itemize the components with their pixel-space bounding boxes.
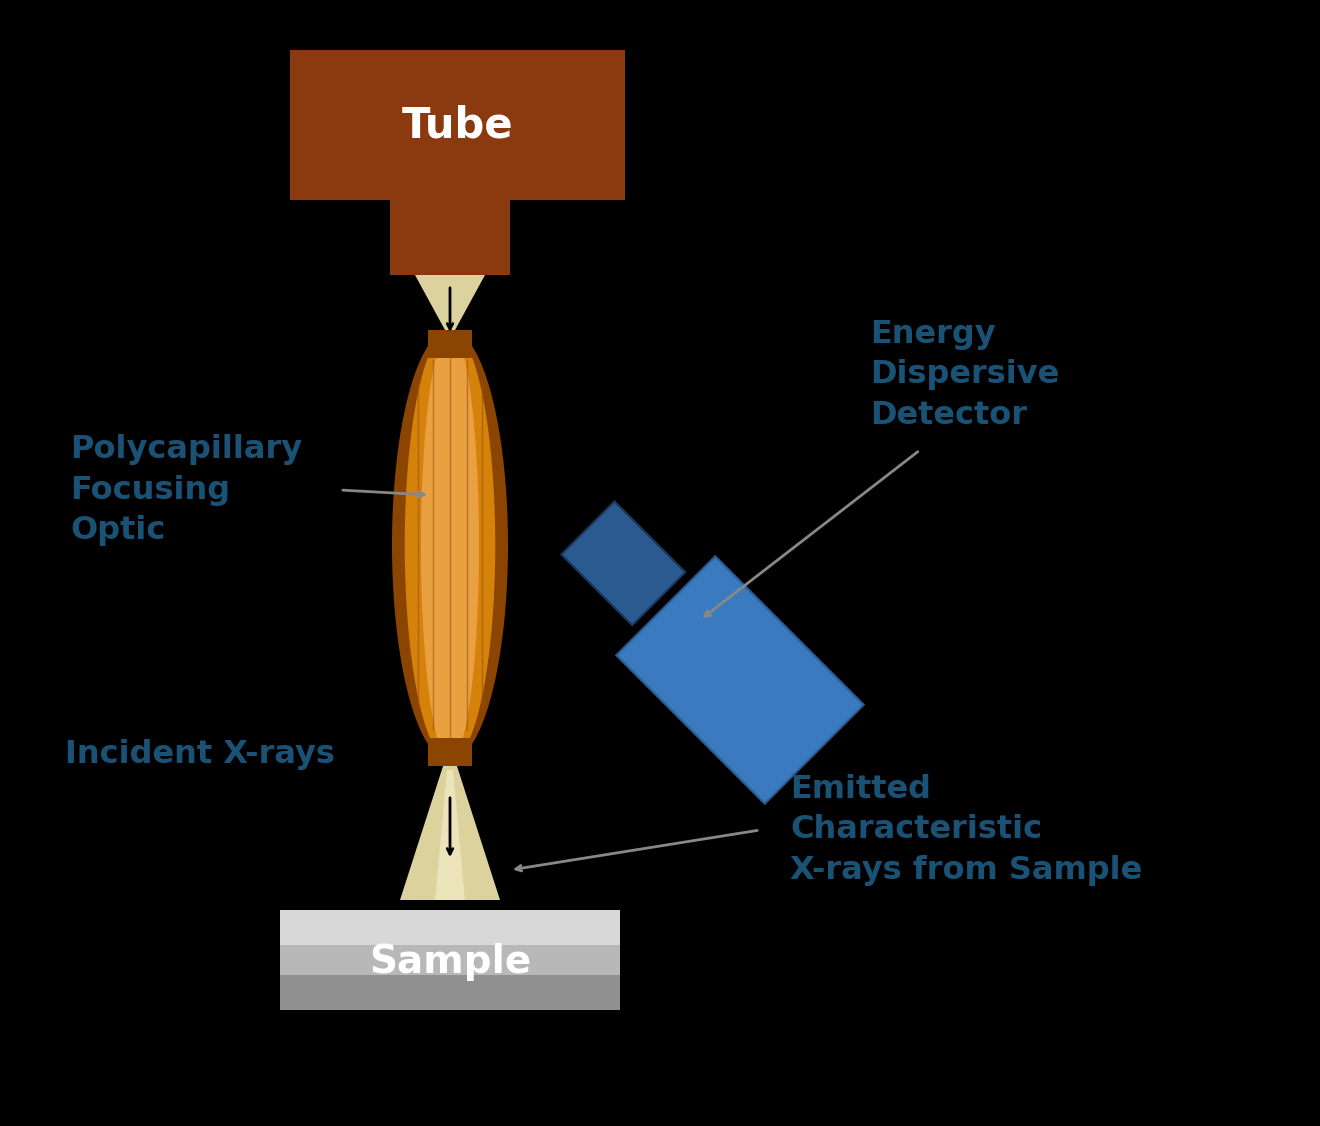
Polygon shape: [561, 501, 685, 625]
Text: Incident X-rays: Incident X-rays: [65, 740, 335, 770]
Text: Sample: Sample: [368, 942, 531, 981]
Bar: [280, 945, 620, 975]
Text: Energy
Dispersive
Detector: Energy Dispersive Detector: [870, 319, 1059, 431]
Bar: [290, 50, 624, 200]
Text: Polycapillary
Focusing
Optic: Polycapillary Focusing Optic: [70, 434, 302, 546]
Bar: [280, 910, 620, 945]
Polygon shape: [392, 330, 508, 760]
Bar: [389, 200, 510, 275]
Polygon shape: [616, 556, 863, 804]
Polygon shape: [400, 760, 500, 900]
Polygon shape: [405, 330, 495, 760]
Bar: [428, 738, 473, 766]
Polygon shape: [414, 275, 484, 330]
Polygon shape: [436, 770, 465, 900]
Bar: [280, 910, 620, 1010]
Text: Tube: Tube: [401, 104, 513, 146]
Text: Emitted
Characteristic
X-rays from Sample: Emitted Characteristic X-rays from Sampl…: [789, 774, 1142, 886]
Polygon shape: [421, 330, 479, 760]
Bar: [428, 330, 473, 358]
